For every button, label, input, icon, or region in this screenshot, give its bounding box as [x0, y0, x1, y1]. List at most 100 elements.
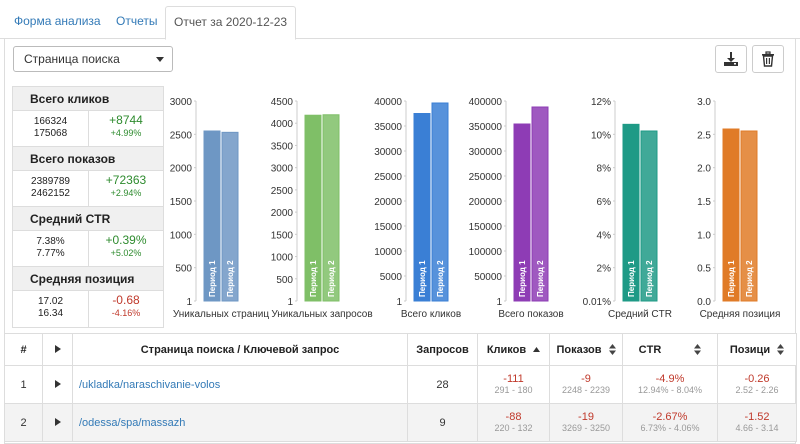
clicks-diff: -111 [503, 373, 524, 385]
stat-body: 166324 175068 +8744 +4.99% [13, 111, 163, 147]
bar [413, 113, 431, 302]
y-tick-label: 0.5 [697, 264, 711, 275]
stat-period2: 2462152 [31, 188, 70, 199]
y-tick-label: 1.0 [697, 230, 711, 241]
bar [622, 123, 640, 302]
bar [722, 128, 740, 302]
col-ctr[interactable]: CTR [622, 333, 718, 366]
shows-range: 2248 - 2239 [561, 385, 611, 395]
y-tick-label: 1000 [170, 230, 193, 241]
bar-label: Период 2 [645, 260, 654, 297]
stat-diff-value: +8744 [109, 113, 143, 127]
col-queries[interactable]: Запросов [407, 333, 478, 366]
y-tick-label: 35000 [374, 122, 402, 133]
bar-label: Период 2 [327, 260, 336, 297]
y-tick-label: 30000 [374, 147, 402, 158]
stat-values: 166324 175068 [13, 111, 89, 146]
chart-3: 4000003500003000002500002000001500001000… [469, 97, 564, 320]
tab-analysis-form[interactable]: Форма анализа [14, 14, 101, 28]
stat-body: 2389789 2462152 +72363 +2.94% [13, 171, 163, 207]
tab-report-date[interactable]: Отчет за 2020-12-23 [165, 6, 297, 40]
x-axis-label: Всего показов [498, 309, 563, 320]
shows-range: 3269 - 3250 [561, 423, 611, 433]
chart-5: 3.0 2.5 2.0 1.5 1.0 0.5 0.0 Период 1 Период 2 Сре… [697, 97, 780, 320]
bar-label: Период 1 [518, 260, 527, 297]
stat-period1: 166324 [33, 116, 68, 127]
bar-label: Период 2 [436, 260, 445, 297]
caret-right-icon [54, 344, 61, 353]
stat-diff-percent: +5.02% [110, 248, 142, 258]
tab-reports[interactable]: Отчеты [116, 14, 158, 28]
y-tick-label: 100000 [469, 247, 503, 258]
y-tick-label: 2.5 [697, 130, 711, 141]
bar-label: Период 1 [309, 260, 318, 297]
y-tick-label: 25000 [374, 172, 402, 183]
row-expand-button[interactable] [42, 403, 73, 442]
y-tick-label: 1500 [170, 197, 193, 208]
y-tick-label: 1 [396, 297, 402, 308]
y-tick-label: 4% [597, 230, 612, 241]
col-shows[interactable]: Показов [549, 333, 623, 366]
col-pos[interactable]: Позици [717, 333, 797, 366]
pos-range: 4.66 - 3.14 [735, 423, 779, 433]
bar [322, 114, 340, 302]
stat-period1: 2389789 [31, 176, 70, 187]
pos-range: 2.52 - 2.26 [735, 385, 779, 395]
x-axis-label: Уникальных запросов [271, 309, 372, 320]
chart-0: 3000 2500 2000 1500 1000 500 1 Период 1 Период 2… [170, 97, 270, 320]
chart-1: 4500 4000 3500 3000 2500 2000 1500 1000 500 1 Пери… [271, 97, 373, 320]
stat-diff-value: +0.39% [105, 233, 147, 247]
col-shows-label: Показов [556, 343, 602, 356]
y-tick-label: 1500 [271, 230, 294, 241]
bar [640, 130, 658, 302]
col-clicks[interactable]: Кликов [477, 333, 550, 366]
y-tick-label: 2000 [170, 164, 193, 175]
y-tick-label: 12% [591, 97, 611, 108]
y-tick-label: 1 [496, 297, 502, 308]
row-page-link[interactable]: /odessa/spa/massazh [72, 403, 408, 442]
stat-body: 17.02 16.34 -0.68 -4.16% [13, 291, 163, 327]
row-ctr: -2.67% 6.73% - 4.06% [622, 403, 718, 442]
row-queries: 28 [407, 365, 478, 404]
clicks-range: 220 - 132 [494, 423, 533, 433]
y-tick-label: 2000 [271, 208, 294, 219]
bar [513, 123, 531, 302]
row-num: 1 [4, 365, 43, 404]
row-expand-button[interactable] [42, 365, 73, 404]
stat-values: 7.38% 7.77% [13, 231, 89, 266]
y-tick-label: 10000 [374, 247, 402, 258]
results-table: # Страница поиска / Ключевой запрос Запр… [4, 333, 797, 442]
y-tick-label: 3.0 [697, 97, 711, 108]
y-tick-label: 20000 [374, 197, 402, 208]
sort-icon [608, 344, 616, 356]
stat-diff-percent: +4.99% [110, 128, 142, 138]
stat-period2: 7.77% [36, 248, 65, 259]
bar [740, 130, 758, 302]
y-tick-label: 50000 [474, 272, 502, 283]
y-tick-label: 350000 [469, 122, 503, 133]
stat-difference: +72363 +2.94% [89, 171, 163, 206]
y-tick-label: 250000 [469, 172, 503, 183]
clicks-range: 291 - 180 [494, 385, 533, 395]
stat-period2: 175068 [33, 128, 68, 139]
clicks-diff: -88 [505, 411, 522, 423]
row-clicks: -88 220 - 132 [477, 403, 550, 442]
col-page[interactable]: Страница поиска / Ключевой запрос [72, 333, 408, 366]
x-axis-label: Средняя позиция [700, 309, 781, 320]
y-tick-label: 6% [597, 197, 612, 208]
y-tick-label: 2500 [170, 130, 193, 141]
delete-button[interactable] [752, 45, 784, 73]
row-page-link[interactable]: /ukladka/naraschivanie-volos [72, 365, 408, 404]
x-axis-label: Уникальных страниц [173, 309, 270, 320]
bar-label: Период 1 [627, 260, 636, 297]
download-button[interactable] [715, 45, 747, 73]
bar [531, 106, 549, 302]
tab-bar: Форма анализа Отчеты Отчет за 2020-12-23 [0, 0, 800, 40]
stat-diff-value: -0.68 [112, 293, 140, 307]
y-tick-label: 500 [276, 275, 293, 286]
stat-period2: 16.34 [37, 308, 64, 319]
y-tick-label: 2500 [271, 186, 294, 197]
chart-4: 12% 10% 8% 6% 4% 2% 0.01% Период 1 Период 2 Средн… [583, 97, 672, 320]
search-page-select[interactable]: Страница поиска [13, 46, 173, 72]
stat-title: Средний CTR [13, 207, 163, 231]
